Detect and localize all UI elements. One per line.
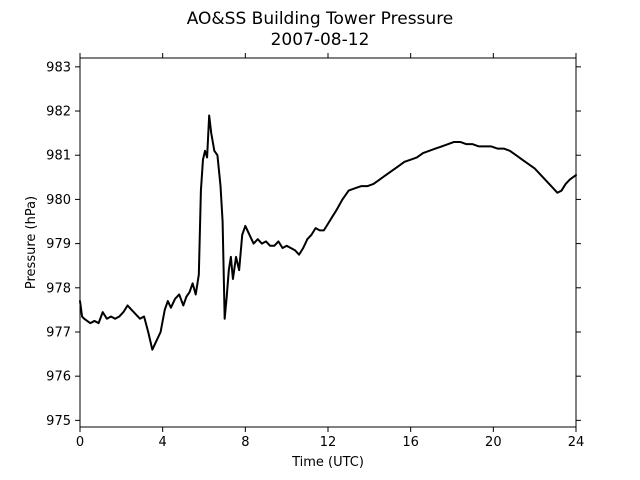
x-tick-label: 0 <box>76 435 84 450</box>
pressure-line <box>79 114 577 351</box>
y-tick-label: 982 <box>46 105 71 120</box>
plot-frame <box>79 57 577 428</box>
x-axis: 0 4 8 12 16 20 24 <box>76 53 584 450</box>
y-tick-label: 980 <box>46 193 71 208</box>
x-tick-label: 4 <box>159 435 167 450</box>
y-axis: 975 976 977 978 979 980 981 982 983 <box>46 60 581 429</box>
x-tick-label: 8 <box>241 435 249 450</box>
y-tick-label: 978 <box>46 281 71 296</box>
y-tick-label: 981 <box>46 149 71 164</box>
x-tick-label: 12 <box>320 435 337 450</box>
x-tick-label: 20 <box>485 435 502 450</box>
y-axis-label: Pressure (hPa) <box>24 196 39 289</box>
chart-title: AO&SS Building Tower Pressure <box>187 9 454 29</box>
chart-subtitle: 2007-08-12 <box>271 30 370 50</box>
x-axis-label: Time (UTC) <box>291 455 364 470</box>
y-tick-label: 975 <box>46 414 71 429</box>
y-tick-label: 977 <box>46 325 71 340</box>
x-tick-label: 16 <box>402 435 419 450</box>
y-tick-label: 983 <box>46 60 71 75</box>
y-tick-label: 979 <box>46 237 71 252</box>
x-tick-label: 24 <box>568 435 585 450</box>
y-tick-label: 976 <box>46 370 71 385</box>
